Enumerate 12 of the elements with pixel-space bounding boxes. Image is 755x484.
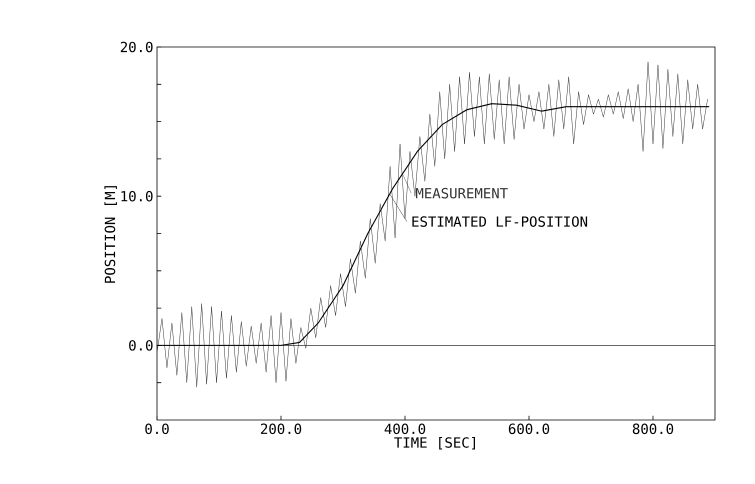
legend-label: MEASUREMENT xyxy=(416,188,508,199)
x-tick-label: 200.0 xyxy=(260,424,302,434)
x-axis-title: TIME [SEC] xyxy=(394,436,475,450)
legend-label: ESTIMATED LF-POSITION xyxy=(412,216,588,227)
y-tick-label: 20.0 xyxy=(120,42,153,52)
x-tick-label: 0.0 xyxy=(145,424,169,434)
y-tick-label: 0.0 xyxy=(129,340,153,351)
y-axis-title: POSITION [M] xyxy=(104,186,117,283)
x-tick-label: 600.0 xyxy=(508,424,550,434)
x-tick-label: 400.0 xyxy=(384,424,426,434)
x-tick-label: 800.0 xyxy=(632,424,674,434)
y-tick-label: 10.0 xyxy=(121,190,153,202)
